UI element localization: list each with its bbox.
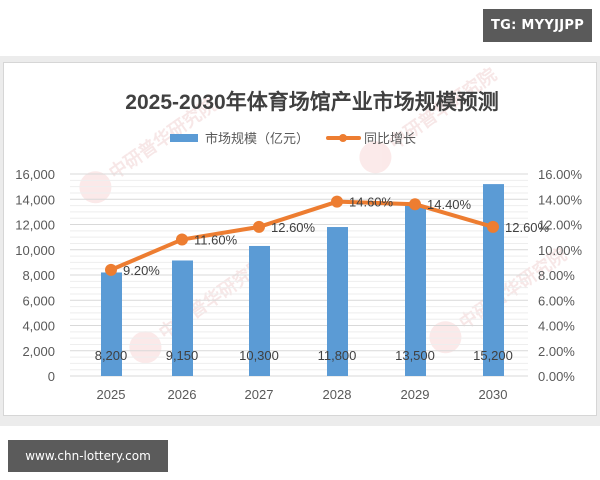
- right-axis-tick-label: 12.00%: [538, 218, 583, 233]
- bar-value-label: 15,200: [473, 348, 513, 363]
- left-axis-tick-label: 10,000: [15, 243, 55, 258]
- x-axis-tick-label: 2027: [245, 387, 274, 402]
- line-value-label: 12.60%: [271, 220, 316, 235]
- bar-2028: [327, 227, 348, 376]
- line-point-2029: [409, 198, 421, 211]
- line-point-2030: [487, 220, 499, 233]
- line-series: 9.20% 11.60% 12.60% 14.60% 14.40% 12.60%: [105, 195, 550, 278]
- bar-series: 8,200 9,150 10,300 11,800 13,500 15,200: [95, 184, 513, 376]
- left-axis-tick-label: 2,000: [22, 344, 55, 359]
- left-y-axis: 0 2,000 4,000 6,000 8,000 10,000 12,000 14,000 1…: [15, 167, 55, 384]
- line-point-2025: [105, 263, 117, 276]
- bar-2027: [249, 245, 270, 376]
- right-axis-tick-label: 14.00%: [538, 192, 583, 207]
- line-value-label: 12.60%: [505, 220, 550, 235]
- right-axis-tick-label: 10.00%: [538, 243, 583, 258]
- x-axis-tick-label: 2029: [401, 387, 430, 402]
- bottom-watermark-badge: www.chn-lottery.com: [8, 440, 168, 472]
- right-axis-tick-label: 0.00%: [538, 369, 575, 384]
- x-axis-tick-label: 2030: [479, 387, 508, 402]
- right-axis-tick-label: 8.00%: [538, 268, 575, 283]
- x-axis-tick-label: 2028: [323, 387, 352, 402]
- right-axis-tick-label: 16.00%: [538, 167, 583, 182]
- chart-title: 2025-2030年体育场馆产业市场规模预测: [125, 90, 498, 114]
- bar-2029: [405, 205, 426, 376]
- right-y-axis: 0.00% 2.00% 4.00% 6.00% 8.00% 10.00% 12.00% 14.…: [538, 167, 583, 384]
- gridlines: [70, 173, 528, 377]
- bar-value-label: 10,300: [239, 348, 279, 363]
- x-axis-tick-label: 2026: [168, 387, 197, 402]
- left-axis-tick-label: 14,000: [15, 192, 55, 207]
- left-axis-tick-label: 0: [48, 369, 55, 384]
- bar-2026: [172, 260, 193, 376]
- right-axis-tick-label: 2.00%: [538, 344, 575, 359]
- line-point-2026: [176, 233, 188, 246]
- bar-2030: [483, 184, 504, 376]
- line-point-2028: [331, 195, 343, 208]
- left-axis-tick-label: 4,000: [22, 319, 55, 334]
- legend: 市场规模（亿元） 同比增长: [170, 131, 416, 146]
- left-axis-tick-label: 8,000: [22, 268, 55, 283]
- left-axis-tick-label: 6,000: [22, 293, 55, 308]
- legend-bar-label: 市场规模（亿元）: [205, 131, 309, 146]
- right-axis-tick-label: 6.00%: [538, 293, 575, 308]
- line-value-label: 14.40%: [427, 197, 472, 212]
- legend-line-label: 同比增长: [364, 131, 416, 146]
- x-axis-tick-label: 2025: [97, 387, 126, 402]
- x-axis: 2025 2026 2027 2028 2029 2030: [97, 387, 508, 402]
- line-value-label: 14.60%: [349, 195, 394, 210]
- line-value-label: 9.20%: [123, 263, 160, 278]
- top-watermark-badge: TG: MYYJJPP: [483, 9, 592, 42]
- bar-value-label: 11,800: [318, 348, 357, 363]
- bar-value-label: 8,200: [95, 348, 128, 363]
- legend-bar-swatch: [170, 134, 198, 142]
- legend-line-swatch-icon: [326, 134, 361, 142]
- left-axis-tick-label: 12,000: [15, 218, 55, 233]
- left-axis-tick-label: 16,000: [15, 167, 55, 182]
- bar-value-label: 13,500: [395, 348, 435, 363]
- line-point-2027: [253, 220, 265, 233]
- growth-line: [110, 199, 494, 272]
- right-axis-tick-label: 4.00%: [538, 319, 575, 334]
- line-value-label: 11.60%: [194, 233, 238, 248]
- bar-value-label: 9,150: [166, 348, 199, 363]
- watermark-stamp: 中研普华研究院: [359, 64, 500, 174]
- bar-2025: [101, 272, 122, 376]
